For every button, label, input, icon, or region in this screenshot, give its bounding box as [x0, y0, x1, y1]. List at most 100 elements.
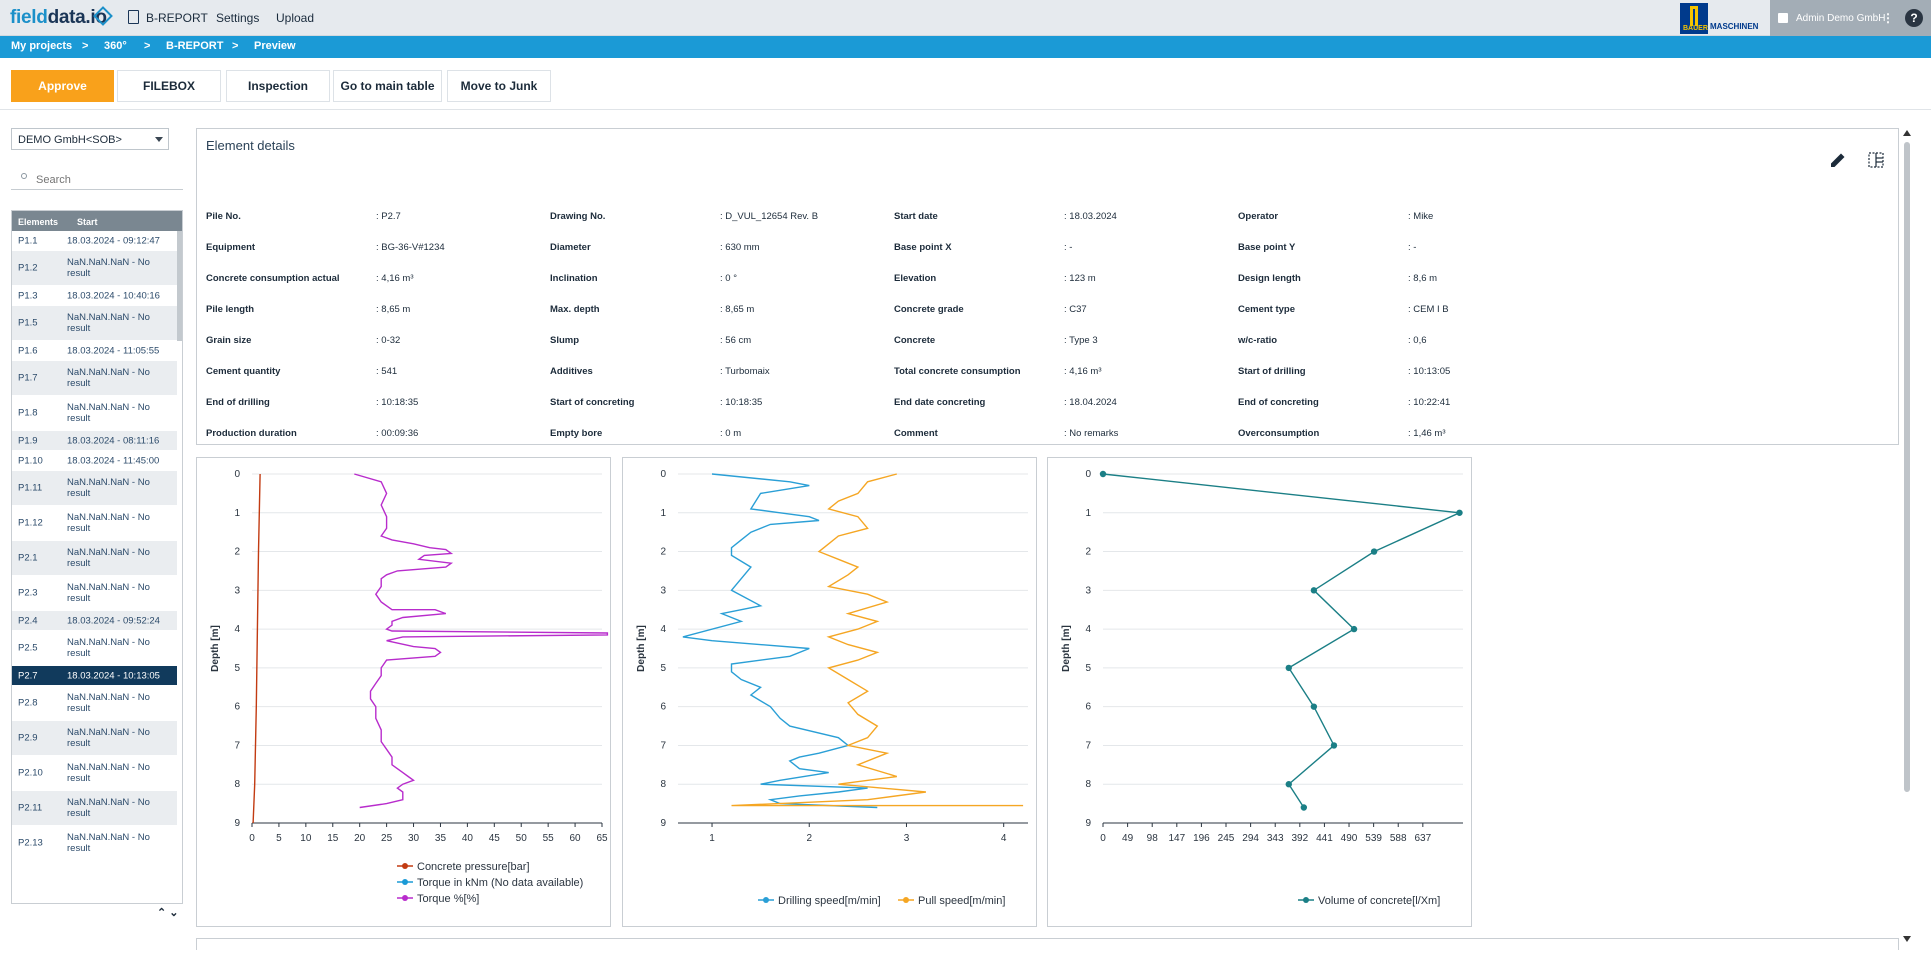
column-settings-icon[interactable]	[1866, 150, 1886, 170]
y-tick-label: 0	[234, 469, 240, 480]
x-tick-label: 65	[596, 833, 608, 844]
list-item-id: P2.11	[18, 802, 43, 814]
help-icon[interactable]: ?	[1905, 9, 1923, 27]
list-item[interactable]: P2.7 18.03.2024 - 10:13:05	[12, 666, 177, 686]
list-item[interactable]: P1.6 18.03.2024 - 11:05:55	[12, 341, 177, 361]
scrollbar-thumb[interactable]	[1904, 142, 1910, 792]
data-point	[1456, 509, 1463, 516]
chart-svg: 0 1 2 3 4 5 6 7 8 9 1 2 3 4 Depth [m] Drilling speed[m/…	[636, 469, 1028, 907]
list-item[interactable]: P1.8 NaN.NaN.NaN - No result	[12, 396, 177, 431]
x-tick-label: 50	[516, 833, 528, 844]
list-item[interactable]: P1.3 18.03.2024 - 10:40:16	[12, 286, 177, 306]
detail-label: End date concreting	[894, 397, 986, 408]
x-tick-label: 245	[1218, 833, 1235, 844]
list-item[interactable]: P1.5 NaN.NaN.NaN - No result	[12, 306, 177, 341]
list-item[interactable]: P2.8 NaN.NaN.NaN - No result	[12, 686, 177, 721]
list-item[interactable]: P2.4 18.03.2024 - 09:52:24	[12, 611, 177, 631]
nav-upload[interactable]: Upload	[276, 11, 315, 25]
column-header-start[interactable]: Start	[77, 217, 98, 227]
list-item[interactable]: P1.10 18.03.2024 - 11:45:00	[12, 451, 177, 471]
list-item-start: 18.03.2024 - 08:11:16	[67, 435, 160, 446]
nav-settings[interactable]: Settings	[216, 11, 260, 25]
list-item[interactable]: P1.7 NaN.NaN.NaN - No result	[12, 361, 177, 396]
x-tick-label: 392	[1291, 833, 1308, 844]
data-point	[1285, 664, 1292, 672]
list-item[interactable]: P1.11 NaN.NaN.NaN - No result	[12, 471, 177, 506]
detail-value: 10:18:35	[376, 397, 418, 408]
list-item-id: P2.1	[18, 552, 38, 564]
list-item-id: P2.13	[18, 837, 43, 849]
y-axis-label: Depth [m]	[636, 625, 647, 672]
list-item[interactable]: P2.1 NaN.NaN.NaN - No result	[12, 541, 177, 576]
detail-label: Total concrete consumption	[894, 366, 1021, 377]
y-tick-label: 5	[1085, 663, 1091, 674]
legend-swatch-marker	[402, 895, 408, 901]
data-point	[1300, 804, 1308, 811]
legend-item: Pull speed[m/min]	[918, 895, 1005, 907]
list-item[interactable]: P2.9 NaN.NaN.NaN - No result	[12, 721, 177, 756]
list-item-start: NaN.NaN.NaN - No result	[67, 692, 150, 714]
filebox-button[interactable]: FILEBOX	[117, 70, 221, 102]
list-nav-arrows[interactable]: ⌃ ⌄	[157, 907, 179, 919]
nav-breport[interactable]: B-REPORT	[128, 10, 208, 25]
list-scrollbar[interactable]	[177, 231, 182, 341]
list-item-start: NaN.NaN.NaN - No result	[67, 257, 150, 279]
legend-swatch-marker	[763, 897, 769, 903]
scroll-down-icon[interactable]	[1903, 936, 1911, 942]
move-to-junk-button[interactable]: Move to Junk	[447, 70, 551, 102]
search-input[interactable]	[36, 172, 176, 188]
y-tick-label: 9	[660, 818, 666, 829]
breadcrumb-breport[interactable]: B-REPORT	[166, 40, 224, 52]
list-item[interactable]: P1.12 NaN.NaN.NaN - No result	[12, 506, 177, 541]
detail-value: -	[1408, 242, 1416, 253]
list-item-id: P2.3	[18, 587, 38, 599]
partner-logo-bottom: MASCHINEN	[1710, 22, 1759, 31]
y-tick-label: 6	[1085, 702, 1091, 713]
breadcrumb-separator: >	[232, 40, 239, 52]
detail-label: Start date	[894, 211, 938, 222]
legend-swatch-marker	[402, 863, 408, 869]
elements-list: Elements Start P1.1 18.03.2024 - 09:12:47…	[11, 210, 183, 904]
detail-label: Start of concreting	[550, 397, 635, 408]
list-item[interactable]: P1.2 NaN.NaN.NaN - No result	[12, 251, 177, 286]
list-item-start: NaN.NaN.NaN - No result	[67, 367, 150, 389]
x-tick-label: 539	[1365, 833, 1382, 844]
app-logo[interactable]: fielddata.io	[10, 7, 107, 29]
detail-value: BG-36-V#1234	[376, 242, 444, 253]
column-header-elements[interactable]: Elements	[18, 217, 59, 227]
detail-value: 541	[376, 366, 397, 377]
project-select[interactable]: DEMO GmbH<SOB>	[11, 128, 169, 150]
list-item[interactable]: P1.9 18.03.2024 - 08:11:16	[12, 431, 177, 451]
detail-label: Base point X	[894, 242, 952, 253]
legend-swatch-marker	[903, 897, 909, 903]
go-to-main-table-button[interactable]: Go to main table	[333, 70, 442, 102]
scroll-up-icon[interactable]	[1903, 130, 1911, 136]
x-tick-label: 5	[276, 833, 282, 844]
breadcrumb-360[interactable]: 360°	[104, 40, 127, 52]
logo-text-a: field	[10, 7, 48, 28]
list-item[interactable]: P2.5 NaN.NaN.NaN - No result	[12, 631, 177, 666]
data-point	[1370, 548, 1378, 555]
detail-value: Turbomaix	[720, 366, 770, 377]
inspection-button[interactable]: Inspection	[226, 70, 330, 102]
list-item[interactable]: P2.3 NaN.NaN.NaN - No result	[12, 576, 177, 611]
list-item[interactable]: P2.10 NaN.NaN.NaN - No result	[12, 756, 177, 791]
detail-label: Max. depth	[550, 304, 600, 315]
y-tick-label: 7	[1085, 740, 1091, 751]
page-scrollbar[interactable]	[1901, 128, 1913, 948]
detail-label: Elevation	[894, 273, 937, 284]
user-menu[interactable]: Admin Demo GmbH ⋮	[1770, 0, 1931, 36]
breadcrumb: My projects > 360° > B-REPORT > Preview	[0, 36, 1931, 58]
series-line	[1102, 473, 1463, 808]
detail-label: End of concreting	[1238, 397, 1319, 408]
kebab-menu-icon[interactable]: ⋮	[1882, 11, 1894, 25]
edit-icon[interactable]	[1828, 150, 1848, 170]
user-icon	[1778, 13, 1788, 23]
detail-label: Cement type	[1238, 304, 1296, 315]
detail-value: 4,16 m³	[1064, 366, 1101, 377]
list-item[interactable]: P2.13 NaN.NaN.NaN - No result	[12, 826, 177, 861]
list-item[interactable]: P2.11 NaN.NaN.NaN - No result	[12, 791, 177, 826]
list-item[interactable]: P1.1 18.03.2024 - 09:12:47	[12, 231, 177, 251]
breadcrumb-my-projects[interactable]: My projects	[11, 40, 73, 52]
approve-button[interactable]: Approve	[11, 70, 114, 102]
